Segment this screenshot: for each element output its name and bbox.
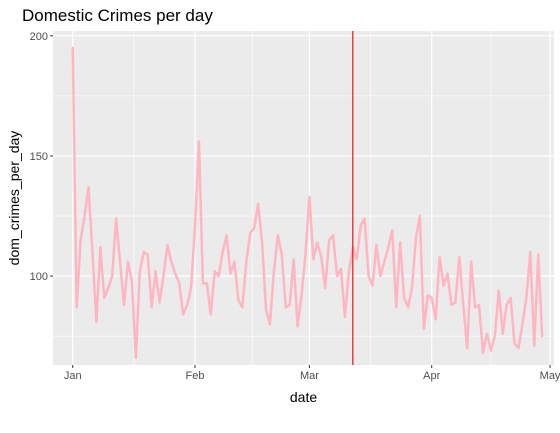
x-tick-label: Jan <box>64 370 82 382</box>
x-tick-label: Apr <box>423 370 440 382</box>
x-axis-title: date <box>290 389 317 405</box>
x-tick-label: Feb <box>186 370 205 382</box>
x-axis-ticks: Jan Feb Mar Apr May <box>64 365 560 382</box>
x-tick-label: May <box>540 370 560 382</box>
chart-title: Domestic Crimes per day <box>22 6 213 25</box>
y-tick-label: 150 <box>30 151 48 163</box>
plot-panel <box>53 31 554 365</box>
x-tick-label: Mar <box>300 370 319 382</box>
series-line <box>71 46 544 360</box>
y-axis-ticks: 100 150 200 <box>30 31 53 283</box>
y-tick-label: 100 <box>30 271 48 283</box>
y-axis-title: dom_crimes_per_day <box>6 131 22 266</box>
y-tick-label: 200 <box>30 31 48 43</box>
